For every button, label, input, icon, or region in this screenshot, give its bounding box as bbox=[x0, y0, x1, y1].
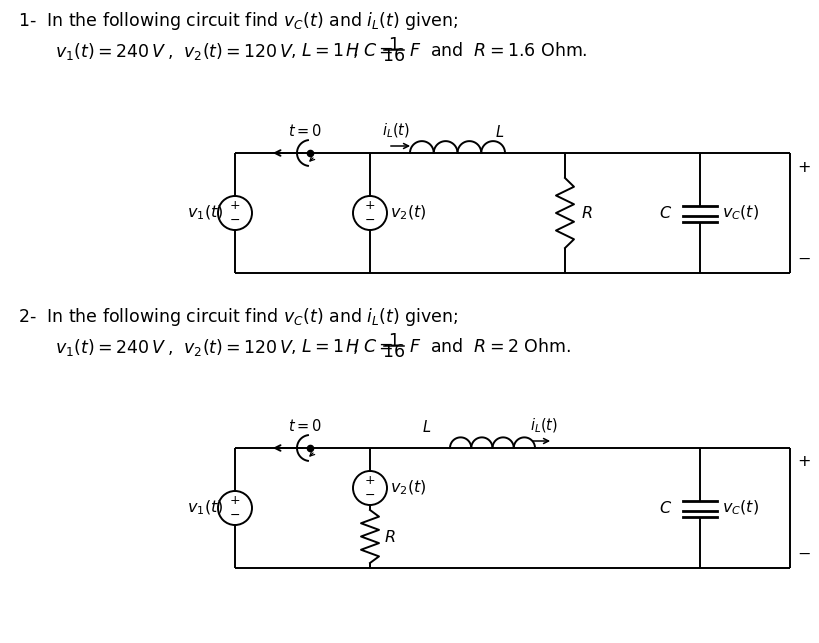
Text: $v_2(t)$: $v_2(t)$ bbox=[390, 479, 426, 497]
Text: $v_1(t)$: $v_1(t)$ bbox=[186, 499, 223, 517]
Text: $R$: $R$ bbox=[581, 205, 592, 221]
Text: , $C =$: , $C =$ bbox=[351, 42, 393, 60]
Text: −: − bbox=[796, 251, 809, 266]
Text: $v_1(t) = 240\,V$: $v_1(t) = 240\,V$ bbox=[55, 41, 166, 62]
Text: +: + bbox=[796, 455, 809, 469]
Text: , $L = 1\,H$: , $L = 1\,H$ bbox=[290, 42, 360, 60]
Text: $v_1(t) = 240\,V$: $v_1(t) = 240\,V$ bbox=[55, 336, 166, 358]
Text: $F$  and  $R = 2$ Ohm.: $F$ and $R = 2$ Ohm. bbox=[409, 338, 570, 356]
Text: $L$: $L$ bbox=[495, 124, 504, 140]
Text: 2-  In the following circuit find $v_C(t)$ and $i_L(t)$ given;: 2- In the following circuit find $v_C(t)… bbox=[18, 306, 458, 328]
Text: $16$: $16$ bbox=[382, 343, 405, 361]
Text: $v_C(t)$: $v_C(t)$ bbox=[721, 499, 758, 517]
Text: $F$  and  $R = 1.6$ Ohm.: $F$ and $R = 1.6$ Ohm. bbox=[409, 42, 587, 60]
Text: −: − bbox=[229, 214, 240, 227]
Text: +: + bbox=[796, 159, 809, 174]
Text: , $L = 1\,H$: , $L = 1\,H$ bbox=[290, 338, 360, 356]
Text: +: + bbox=[229, 199, 240, 212]
Text: $C$: $C$ bbox=[658, 500, 672, 516]
Text: $R$: $R$ bbox=[383, 529, 395, 545]
Text: $L$: $L$ bbox=[422, 419, 431, 435]
Text: −: − bbox=[364, 214, 375, 227]
Text: +: + bbox=[229, 494, 240, 507]
Text: $v_C(t)$: $v_C(t)$ bbox=[721, 204, 758, 222]
Text: $1$: $1$ bbox=[388, 36, 399, 54]
Text: −: − bbox=[796, 547, 809, 561]
Text: +: + bbox=[364, 475, 375, 487]
Text: $i_L(t)$: $i_L(t)$ bbox=[529, 417, 558, 435]
Text: $C$: $C$ bbox=[658, 205, 672, 221]
Text: −: − bbox=[364, 489, 375, 502]
Text: $i_L(t)$: $i_L(t)$ bbox=[382, 122, 410, 140]
Text: −: − bbox=[229, 509, 240, 522]
Text: ,  $v_2(t) = 120\,V$: , $v_2(t) = 120\,V$ bbox=[167, 41, 294, 62]
Text: $v_1(t)$: $v_1(t)$ bbox=[186, 204, 223, 222]
Text: $t=0$: $t=0$ bbox=[287, 123, 322, 139]
Text: ,  $v_2(t) = 120\,V$: , $v_2(t) = 120\,V$ bbox=[167, 336, 294, 358]
Text: $16$: $16$ bbox=[382, 47, 405, 65]
Text: $t=0$: $t=0$ bbox=[287, 418, 322, 434]
Text: +: + bbox=[364, 199, 375, 212]
Text: 1-  In the following circuit find $v_C(t)$ and $i_L(t)$ given;: 1- In the following circuit find $v_C(t)… bbox=[18, 10, 458, 32]
Text: , $C =$: , $C =$ bbox=[351, 338, 393, 356]
Text: $1$: $1$ bbox=[388, 332, 399, 350]
Text: $v_2(t)$: $v_2(t)$ bbox=[390, 204, 426, 222]
